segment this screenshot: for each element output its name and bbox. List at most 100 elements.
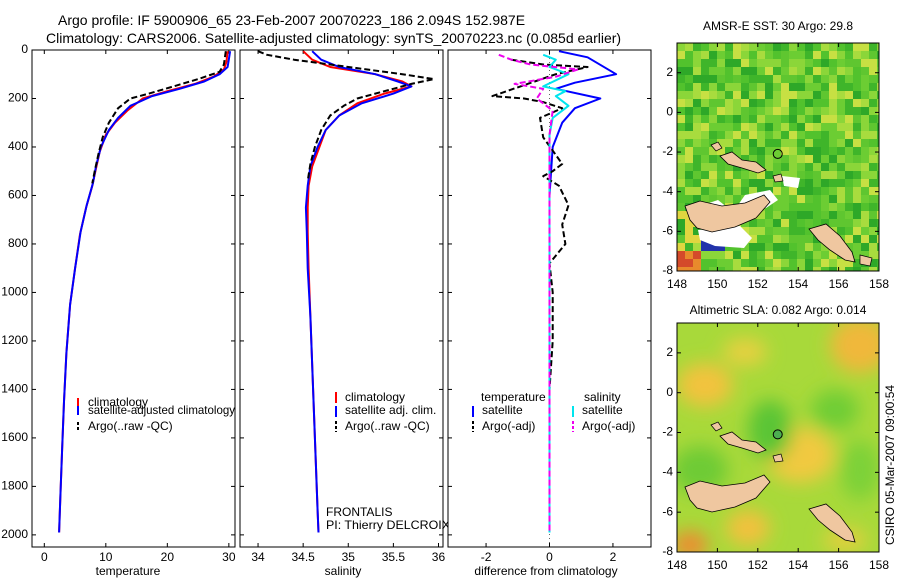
sst-cell bbox=[725, 91, 733, 99]
sst-cell bbox=[877, 67, 879, 75]
sst-cell bbox=[693, 235, 701, 243]
sst-cell bbox=[717, 83, 725, 91]
sst-cell bbox=[821, 179, 829, 187]
sst-cell bbox=[853, 123, 861, 131]
sst-cell bbox=[797, 171, 805, 179]
y-tick-label: 200 bbox=[8, 91, 28, 105]
sst-cell bbox=[861, 243, 869, 251]
sst-cell bbox=[797, 147, 805, 155]
sst-cell bbox=[693, 107, 701, 115]
sst-cell bbox=[797, 131, 805, 139]
sla-map-frame bbox=[676, 322, 880, 553]
sst-cell bbox=[757, 171, 765, 179]
x-tick-label: 154 bbox=[788, 277, 808, 291]
sst-cell bbox=[749, 259, 757, 267]
sst-cell bbox=[733, 163, 741, 171]
sst-cell bbox=[845, 107, 853, 115]
sst-cell bbox=[685, 227, 693, 235]
island-land bbox=[710, 421, 723, 432]
sst-cell bbox=[773, 91, 781, 99]
sst-cell bbox=[837, 107, 845, 115]
sst-cell bbox=[861, 83, 869, 91]
sst-cell bbox=[725, 67, 733, 75]
sst-map-frame bbox=[676, 42, 880, 272]
sst-cell bbox=[685, 75, 693, 83]
sst-cell bbox=[805, 51, 813, 59]
sst-cell bbox=[821, 243, 829, 251]
sst-cell bbox=[821, 187, 829, 195]
sst-cell bbox=[853, 115, 861, 123]
sst-cell bbox=[869, 59, 877, 67]
sst-cell bbox=[829, 43, 837, 51]
sst-cell bbox=[789, 227, 797, 235]
sst-cell bbox=[861, 235, 869, 243]
sst-cell bbox=[677, 91, 685, 99]
sst-cell bbox=[853, 75, 861, 83]
sst-cell bbox=[749, 235, 757, 243]
sst-cell bbox=[861, 171, 869, 179]
sst-cell bbox=[781, 123, 789, 131]
sst-cell bbox=[741, 131, 749, 139]
sst-cell bbox=[757, 83, 765, 91]
sst-cell bbox=[709, 259, 717, 267]
solomon-islands-land bbox=[808, 503, 856, 543]
sst-cell bbox=[837, 75, 845, 83]
sst-cell bbox=[701, 163, 709, 171]
sst-cell bbox=[789, 251, 797, 259]
sst-cell bbox=[757, 187, 765, 195]
sst-cell bbox=[869, 171, 877, 179]
sst-cell bbox=[797, 211, 805, 219]
sst-cell bbox=[773, 83, 781, 91]
sst-cell bbox=[765, 59, 773, 67]
sst-cell bbox=[733, 115, 741, 123]
sst-cell bbox=[837, 147, 845, 155]
sst-cell bbox=[701, 99, 709, 107]
x-tick-label: 158 bbox=[869, 277, 889, 291]
sst-cell bbox=[765, 171, 773, 179]
sst-cell bbox=[717, 171, 725, 179]
sst-cell bbox=[877, 131, 879, 139]
y-tick-label: 1600 bbox=[1, 430, 28, 444]
sst-cell bbox=[829, 99, 837, 107]
sst-cell bbox=[805, 235, 813, 243]
sst-cell bbox=[709, 251, 717, 259]
x-tick-label: 35 bbox=[342, 550, 356, 564]
sst-cell bbox=[741, 179, 749, 187]
sst-cell bbox=[837, 155, 845, 163]
sst-cell bbox=[877, 187, 879, 195]
sst-map-plot bbox=[677, 43, 879, 271]
sst-cell bbox=[789, 51, 797, 59]
sst-cell bbox=[837, 43, 845, 51]
sst-cell bbox=[845, 195, 853, 203]
sst-cell bbox=[749, 171, 757, 179]
sst-cell bbox=[781, 219, 789, 227]
sst-cell bbox=[789, 139, 797, 147]
sst-cell bbox=[869, 123, 877, 131]
sst-cell bbox=[829, 67, 837, 75]
sst-cell bbox=[845, 267, 853, 271]
sst-cell bbox=[805, 203, 813, 211]
sst-cell bbox=[829, 187, 837, 195]
sst-cell bbox=[717, 179, 725, 187]
sst-missing-data bbox=[782, 176, 800, 188]
solomon-islands-land bbox=[808, 223, 856, 263]
sst-cell bbox=[765, 227, 773, 235]
sst-map-panel: AMSR-E SST: 30 Argo: 29.8 148 150 152 154 15… bbox=[662, 19, 889, 291]
sst-cell bbox=[773, 155, 781, 163]
sst-cell bbox=[765, 243, 773, 251]
sst-cell bbox=[837, 51, 845, 59]
sst-cell bbox=[813, 139, 821, 147]
sst-cell bbox=[781, 75, 789, 83]
y-tick-label: 2 bbox=[666, 65, 673, 79]
sst-cell bbox=[813, 59, 821, 67]
sst-cell bbox=[837, 219, 845, 227]
sst-cell bbox=[709, 139, 717, 147]
sst-cell bbox=[717, 243, 725, 251]
sst-cell bbox=[717, 195, 725, 203]
sst-cell bbox=[725, 243, 733, 251]
sst-cell bbox=[765, 155, 773, 163]
sst-cell bbox=[741, 99, 749, 107]
sst-cell bbox=[717, 123, 725, 131]
sst-cell bbox=[853, 131, 861, 139]
sst-cell bbox=[677, 131, 685, 139]
